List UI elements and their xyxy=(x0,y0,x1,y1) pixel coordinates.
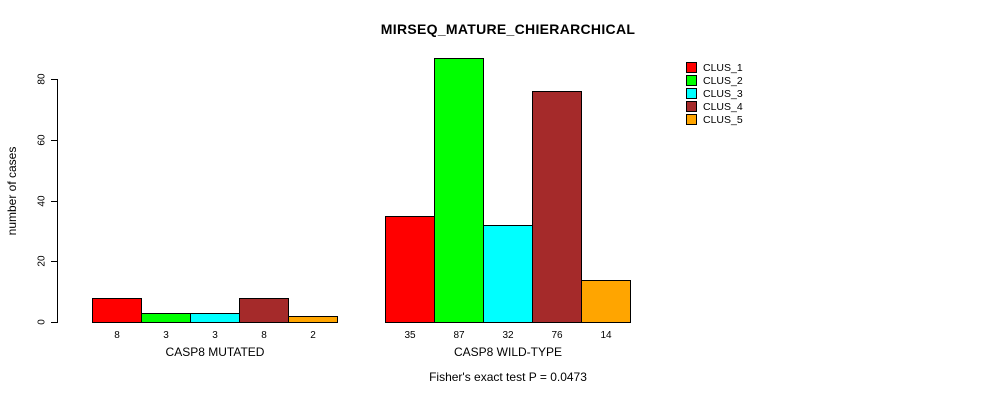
bar-value-label: 3 xyxy=(212,330,218,341)
bar-value-label: 14 xyxy=(600,330,612,341)
fisher-test-annotation: Fisher's exact test P = 0.0473 xyxy=(429,370,587,384)
bar-value-label: 2 xyxy=(310,330,316,341)
y-tick-label: 60 xyxy=(36,134,48,146)
legend-item-clus_5: CLUS_5 xyxy=(686,113,743,126)
bar-clus_2 xyxy=(141,313,191,323)
bar-clus_4 xyxy=(239,298,289,323)
bar-clus_2 xyxy=(434,58,484,323)
legend: CLUS_1 CLUS_2 CLUS_3 CLUS_4 CLUS_5 xyxy=(686,61,743,126)
y-tick-label: 80 xyxy=(36,73,48,85)
y-tick-label: 0 xyxy=(36,319,48,325)
bar-value-label: 3 xyxy=(163,330,169,341)
bar-clus_4 xyxy=(532,91,582,323)
legend-item-clus_1: CLUS_1 xyxy=(686,61,743,74)
bar-clus_5 xyxy=(581,280,631,323)
legend-swatch-icon xyxy=(686,101,697,112)
group-label: CASP8 WILD-TYPE xyxy=(453,345,563,359)
legend-label: CLUS_2 xyxy=(703,74,743,87)
bar-clus_3 xyxy=(190,313,240,323)
chart-title: MIRSEQ_MATURE_CHIERARCHICAL xyxy=(380,21,636,37)
bar-clus_1 xyxy=(92,298,142,323)
bar-value-label: 32 xyxy=(502,330,514,341)
bar-clus_1 xyxy=(385,216,435,323)
bar-value-label: 76 xyxy=(551,330,563,341)
legend-label: CLUS_5 xyxy=(703,113,743,126)
y-axis-tick xyxy=(51,200,58,202)
group-label: CASP8 MUTATED xyxy=(165,345,265,359)
bar-value-label: 35 xyxy=(404,330,416,341)
y-axis-tick xyxy=(51,322,58,323)
y-tick-label: 20 xyxy=(36,255,48,267)
legend-swatch-icon xyxy=(686,88,697,99)
legend-item-clus_2: CLUS_2 xyxy=(686,74,743,87)
legend-label: CLUS_1 xyxy=(703,61,743,74)
bar-clus_5 xyxy=(288,316,338,323)
y-axis-tick xyxy=(51,261,58,263)
legend-swatch-icon xyxy=(686,75,697,86)
bar-clus_3 xyxy=(483,225,533,323)
legend-label: CLUS_3 xyxy=(703,87,743,100)
legend-label: CLUS_4 xyxy=(703,100,743,113)
bar-value-label: 8 xyxy=(261,330,267,341)
legend-swatch-icon xyxy=(686,114,697,125)
y-axis-tick xyxy=(51,139,58,141)
bar-value-label: 8 xyxy=(114,330,120,341)
y-axis-title: number of cases xyxy=(5,146,19,236)
y-tick-label: 40 xyxy=(36,195,48,207)
legend-swatch-icon xyxy=(686,62,697,73)
y-axis-tick xyxy=(51,79,58,81)
legend-item-clus_4: CLUS_4 xyxy=(686,100,743,113)
legend-item-clus_3: CLUS_3 xyxy=(686,87,743,100)
bar-value-label: 87 xyxy=(453,330,465,341)
